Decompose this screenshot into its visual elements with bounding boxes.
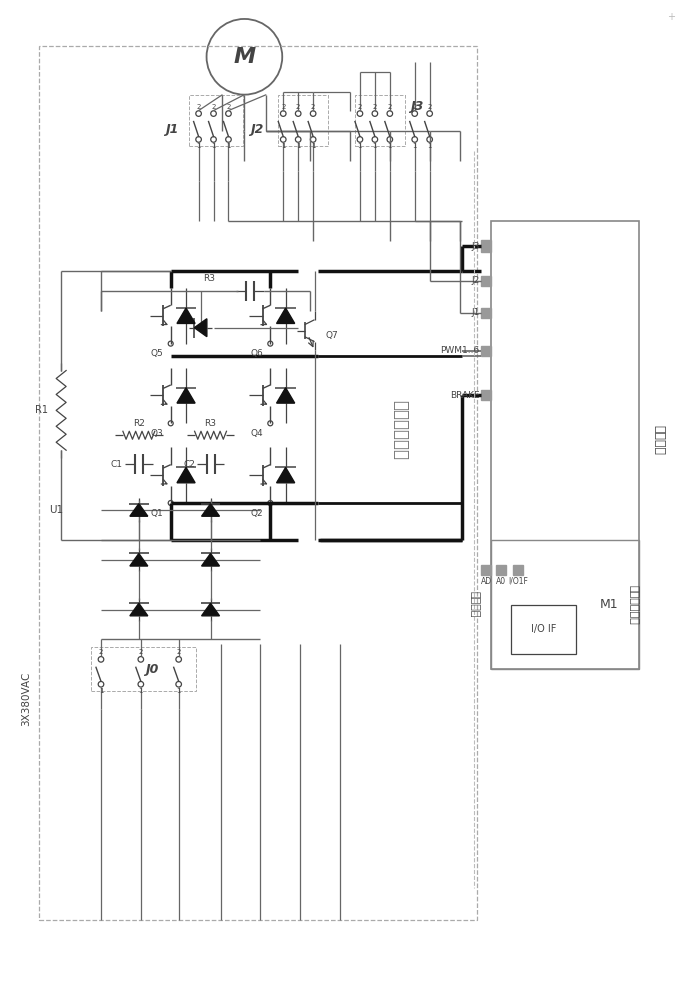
Text: M: M <box>233 47 255 67</box>
Text: M1: M1 <box>600 598 619 611</box>
Text: Q1: Q1 <box>151 509 164 518</box>
Text: 1: 1 <box>99 688 103 694</box>
Bar <box>513 565 524 575</box>
Text: J2: J2 <box>250 123 264 136</box>
Text: R3: R3 <box>204 419 217 428</box>
Text: 模拟采样: 模拟采样 <box>469 591 480 618</box>
Text: +: + <box>667 12 675 22</box>
Text: 1: 1 <box>296 143 301 149</box>
Bar <box>482 390 491 400</box>
Text: 1: 1 <box>427 143 432 149</box>
Text: Q3: Q3 <box>151 429 164 438</box>
Polygon shape <box>177 308 195 323</box>
Text: 2: 2 <box>311 104 315 110</box>
Bar <box>39 46 477 920</box>
Text: 1: 1 <box>176 688 181 694</box>
Text: J3: J3 <box>410 100 423 113</box>
Polygon shape <box>130 553 148 566</box>
Text: 1: 1 <box>196 143 201 149</box>
Text: BRAKE: BRAKE <box>450 391 480 400</box>
Text: A0: A0 <box>496 577 506 586</box>
Polygon shape <box>277 388 294 403</box>
Text: 2: 2 <box>196 104 201 110</box>
Text: C1: C1 <box>111 460 123 469</box>
Text: J2: J2 <box>471 276 480 285</box>
Polygon shape <box>130 603 148 616</box>
Text: 2: 2 <box>358 104 362 110</box>
Polygon shape <box>202 504 219 516</box>
Text: 1: 1 <box>226 143 230 149</box>
Text: 1: 1 <box>211 143 216 149</box>
Polygon shape <box>177 467 195 483</box>
Text: 1: 1 <box>413 143 417 149</box>
Text: 2: 2 <box>281 104 286 110</box>
Text: 输入输出接口: 输入输出接口 <box>629 585 639 624</box>
Bar <box>482 308 491 318</box>
Bar <box>482 565 491 575</box>
Text: 2: 2 <box>387 104 392 110</box>
Polygon shape <box>202 553 219 566</box>
Bar <box>91 647 195 691</box>
Text: 2: 2 <box>296 104 301 110</box>
Text: 1: 1 <box>311 143 315 149</box>
Text: Q6: Q6 <box>250 349 264 358</box>
Text: 1: 1 <box>387 143 392 149</box>
Text: 2: 2 <box>99 649 103 655</box>
Text: R1: R1 <box>35 405 48 415</box>
Text: 1: 1 <box>281 143 286 149</box>
Polygon shape <box>194 319 207 337</box>
Polygon shape <box>202 603 219 616</box>
Text: 2: 2 <box>427 104 432 110</box>
Text: 1: 1 <box>138 688 143 694</box>
Polygon shape <box>277 308 294 323</box>
Text: J1: J1 <box>165 123 179 136</box>
Polygon shape <box>277 467 294 483</box>
Text: Q2: Q2 <box>250 509 264 518</box>
Text: J0: J0 <box>145 663 159 676</box>
Text: R3: R3 <box>204 274 215 283</box>
Bar <box>482 346 491 356</box>
Bar <box>482 240 491 252</box>
Polygon shape <box>130 504 148 516</box>
Text: Q5: Q5 <box>151 349 164 358</box>
Text: 2: 2 <box>177 649 181 655</box>
Text: Q4: Q4 <box>250 429 264 438</box>
Text: Q7: Q7 <box>325 331 338 340</box>
Text: 3X380VAC: 3X380VAC <box>21 672 31 726</box>
Polygon shape <box>177 388 195 403</box>
Bar <box>511 605 576 654</box>
Bar <box>482 276 491 286</box>
Bar <box>189 95 244 146</box>
Bar <box>355 95 405 146</box>
Text: 2: 2 <box>413 104 417 110</box>
Text: 2: 2 <box>373 104 377 110</box>
Text: 功率电源单元: 功率电源单元 <box>391 400 409 460</box>
Text: R2: R2 <box>133 419 144 428</box>
Text: 2: 2 <box>139 649 143 655</box>
Text: 1: 1 <box>373 143 377 149</box>
Text: C2: C2 <box>184 460 195 469</box>
Text: 监控单元: 监控单元 <box>652 425 665 455</box>
Text: 2: 2 <box>211 104 216 110</box>
Text: J3: J3 <box>471 242 480 251</box>
Text: J1: J1 <box>471 308 480 317</box>
Text: 1: 1 <box>358 143 362 149</box>
Bar <box>491 540 638 669</box>
Bar <box>496 565 506 575</box>
Bar <box>278 95 328 146</box>
Bar <box>491 221 638 669</box>
Text: PWM1..6: PWM1..6 <box>440 346 480 355</box>
Text: I/O IF: I/O IF <box>530 624 556 634</box>
Text: U1: U1 <box>49 505 63 515</box>
Text: I/O1F: I/O1F <box>508 577 528 586</box>
Text: AD: AD <box>481 577 492 586</box>
Text: 2: 2 <box>226 104 230 110</box>
